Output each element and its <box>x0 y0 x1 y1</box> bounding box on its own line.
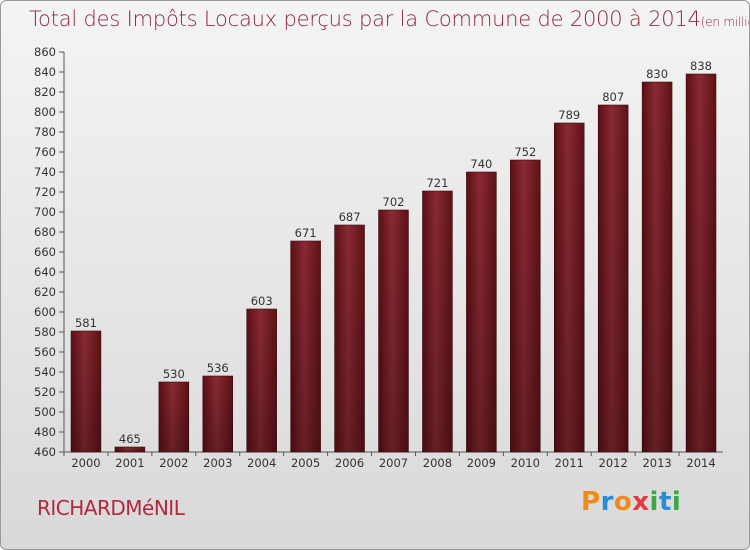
logo-letter: i <box>649 487 659 517</box>
y-tick-label: 660 <box>34 245 56 259</box>
data-label-2013: 830 <box>646 67 668 81</box>
bar-shade <box>334 225 365 452</box>
chart-title-main: Total des Impôts Locaux perçus par la Co… <box>29 7 701 31</box>
x-tick-label-2001: 2001 <box>115 456 144 470</box>
y-tick-label: 620 <box>34 285 56 299</box>
y-tick-label: 720 <box>34 185 56 199</box>
bar-shade <box>422 191 453 452</box>
proxiti-logo: Proxiti <box>581 487 681 517</box>
x-tick-label-2006: 2006 <box>335 456 364 470</box>
x-tick-label-2007: 2007 <box>379 456 408 470</box>
bar-shade <box>510 160 541 452</box>
y-tick-label: 640 <box>34 265 56 279</box>
bar-shade <box>114 447 145 452</box>
chart-title: Total des Impôts Locaux perçus par la Co… <box>29 7 749 31</box>
commune-name: RICHARDMéNIL <box>37 496 185 520</box>
bar-shade <box>71 331 101 452</box>
x-tick-label-2004: 2004 <box>247 456 276 470</box>
data-label-2001: 465 <box>119 432 141 446</box>
data-label-2003: 536 <box>207 361 229 375</box>
logo-letter: x <box>632 487 650 517</box>
x-tick-label-2005: 2005 <box>291 456 320 470</box>
y-tick-label: 560 <box>34 345 56 359</box>
data-label-2006: 687 <box>339 210 361 224</box>
bar-shade <box>598 105 629 452</box>
bar-shade <box>378 210 409 452</box>
bar-2008 <box>422 190 453 453</box>
bar-shade <box>642 82 673 452</box>
bar-2011 <box>553 122 585 453</box>
x-tick-label-2012: 2012 <box>599 456 628 470</box>
bar-2013 <box>641 81 673 453</box>
x-tick-label-2010: 2010 <box>511 456 540 470</box>
bar-2010 <box>510 159 541 453</box>
y-tick-label: 740 <box>34 165 56 179</box>
x-tick-label-2002: 2002 <box>159 456 188 470</box>
bar-2006 <box>334 224 365 453</box>
y-tick-label: 540 <box>34 365 56 379</box>
y-tick-label: 800 <box>34 105 56 119</box>
y-tick-label: 520 <box>34 385 56 399</box>
x-tick-label-2000: 2000 <box>71 456 100 470</box>
logo-letter: P <box>581 487 601 517</box>
x-tick-label-2008: 2008 <box>423 456 452 470</box>
bar-shade <box>554 123 585 452</box>
y-tick-label: 700 <box>34 205 56 219</box>
y-tick-label: 500 <box>34 405 56 419</box>
x-tick-label-2013: 2013 <box>642 456 671 470</box>
data-label-2007: 702 <box>383 195 405 209</box>
y-tick-label: 840 <box>34 65 56 79</box>
bar-2014 <box>685 73 717 453</box>
y-tick-label: 780 <box>34 125 56 139</box>
bar-shade <box>466 172 497 452</box>
bar-shade <box>158 382 189 452</box>
y-tick-label: 480 <box>34 425 56 439</box>
bar-2004 <box>246 308 277 453</box>
y-tick-label: 760 <box>34 145 56 159</box>
bar-shade <box>290 241 321 452</box>
x-tick-label-2014: 2014 <box>686 456 715 470</box>
x-tick-label-2011: 2011 <box>555 456 584 470</box>
x-axis: 2000 2001 2002 2003 2004 2005 2006 2007 2008 2009… <box>63 451 723 470</box>
data-label-2004: 603 <box>251 294 273 308</box>
y-tick-label: 680 <box>34 225 56 239</box>
logo-letter: i <box>671 487 682 517</box>
bars <box>70 73 717 453</box>
bar-2009 <box>466 171 497 453</box>
data-label-2009: 740 <box>470 157 492 171</box>
y-tick-label: 580 <box>34 325 56 339</box>
y-tick-label: 460 <box>34 445 56 459</box>
bar-shade <box>686 74 716 452</box>
bar-2003 <box>202 375 234 453</box>
y-tick-label: 860 <box>34 45 56 59</box>
y-tick-label: 820 <box>34 85 56 99</box>
data-label-2012: 807 <box>602 90 624 104</box>
x-tick-label-2009: 2009 <box>467 456 496 470</box>
chart-title-unit: (en milliers d'€) <box>700 15 749 29</box>
data-labels: 581 465 530 536 603 671 687 702 721 740 752 789 807 8… <box>75 59 712 446</box>
data-label-2005: 671 <box>295 226 317 240</box>
bar-2012 <box>597 104 629 453</box>
bar-2007 <box>378 209 409 453</box>
logo-letter: r <box>600 487 614 517</box>
x-tick-label-2003: 2003 <box>203 456 232 470</box>
logo-letter: o <box>613 487 633 517</box>
y-tick-label: 600 <box>34 305 56 319</box>
data-label-2010: 752 <box>514 145 536 159</box>
bar-2000 <box>70 330 102 453</box>
data-label-2008: 721 <box>426 176 448 190</box>
bar-2001 <box>114 446 146 453</box>
data-label-2014: 838 <box>690 59 712 73</box>
bar-shade <box>202 376 233 452</box>
data-label-2011: 789 <box>558 108 580 122</box>
logo-letter: t <box>658 487 672 517</box>
bar-2002 <box>158 381 190 453</box>
bar-2005 <box>290 240 321 453</box>
data-label-2002: 530 <box>163 367 185 381</box>
data-label-2000: 581 <box>75 316 97 330</box>
y-axis: 460 480 500 520 540 560 580 600 620 640 660 680 700 7… <box>34 45 65 459</box>
bar-shade <box>246 309 277 452</box>
